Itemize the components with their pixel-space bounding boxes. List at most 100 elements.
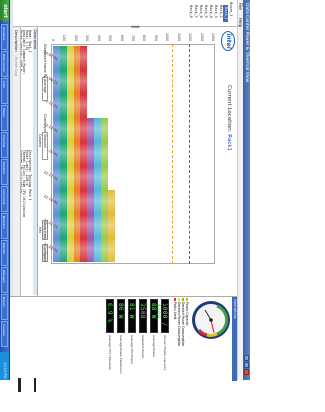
y-tick-label: 1300 — [199, 33, 204, 42]
bar-segment — [87, 238, 95, 262]
bar-segment — [80, 94, 88, 118]
bar-segment — [73, 142, 81, 166]
bar-segment — [101, 118, 108, 142]
taskbar: start 10:24 PM Windows Data Center Intel Po… — [0, 0, 10, 380]
bar-segment — [66, 166, 74, 190]
y-axis-title: Watt — [131, 23, 140, 29]
readout-label: Average CPU Power — [130, 335, 134, 365]
readout-value: 81 W — [128, 303, 135, 319]
sidebar-item[interactable]: Room_1 — [229, 2, 233, 17]
legend-swatch — [186, 298, 188, 301]
minimize-icon[interactable] — [244, 355, 249, 361]
app-window: Data Center Power & Thermal View File He… — [0, 0, 250, 381]
bar-segment — [73, 118, 81, 142]
scroll-marker — [34, 378, 36, 392]
sidebar-item[interactable]: Rack_8 — [189, 5, 193, 18]
bar-segment — [59, 214, 67, 238]
digital-readout: 2588 — [139, 299, 147, 333]
tab-event-log[interactable]: Event Log — [14, 57, 19, 76]
bar-segment — [66, 238, 74, 262]
digital-readout: 6.9 % — [106, 299, 114, 333]
start-button[interactable]: start — [0, 0, 9, 22]
sidebar-item[interactable]: Rack_4 — [209, 5, 213, 18]
digital-readout: 1000 / 4800 — [154, 299, 169, 333]
bar-segment — [59, 118, 67, 142]
chart-type-select[interactable]: Stacked Column — [38, 132, 48, 160]
bar-segment — [80, 190, 88, 214]
bar-segment — [73, 70, 81, 94]
scroll-marker — [18, 378, 21, 392]
bar-segment — [94, 190, 101, 214]
digital-readout: 88 W — [150, 299, 158, 333]
y-tick-label: 500 — [108, 34, 113, 41]
sidebar-item[interactable]: Rack_6 — [199, 5, 203, 18]
chart-type-label: Chart type — [43, 114, 47, 134]
legend-swatch — [182, 298, 184, 301]
gauge-band-yellow — [206, 332, 218, 337]
description-header: Description — [33, 28, 37, 295]
tree-sidebar: Room_1 Rack_1 Rack_2 Rack_3 Rack_4 Rack_5 Rack… — [10, 0, 237, 27]
bar-segment — [66, 94, 74, 118]
tab-description[interactable]: Description — [14, 30, 19, 52]
show-item-info-button[interactable]: Show Item Info — [38, 220, 48, 240]
bar-segment — [59, 190, 67, 214]
bar-segment — [66, 214, 74, 238]
system-tray: 10:24 PM — [0, 352, 9, 380]
taskbar-button[interactable]: Explorer — [1, 159, 8, 185]
y-tick-label: 700 — [131, 34, 135, 41]
y-tick-label: 300 — [85, 34, 90, 41]
gauge-hub — [209, 318, 213, 322]
sidebar-item[interactable]: Rack_2 — [219, 5, 223, 18]
taskbar-button[interactable]: Report — [1, 294, 8, 320]
sidebar-item[interactable]: Rack_5 — [204, 5, 208, 18]
taskbar-button[interactable]: Thermal — [1, 132, 8, 158]
bar-segment — [87, 142, 95, 166]
taskbar-button[interactable]: Network — [1, 213, 8, 239]
taskbar-button[interactable]: Windows — [1, 24, 8, 50]
window-title: Data Center Power & Thermal View — [244, 3, 249, 83]
power-gauge — [192, 301, 230, 339]
readout-label: Average CPU Utilization — [108, 335, 112, 371]
digital-readout: 86 W — [117, 299, 125, 333]
configure-button[interactable]: Configure — [42, 244, 48, 262]
taskbar-button[interactable]: Command — [1, 186, 8, 212]
bar-segment — [80, 118, 88, 142]
y-tick-label: 1400 — [211, 33, 215, 42]
description-panel: Description Name: Rack_1 Rack: 1 (0) Avail… — [19, 27, 38, 296]
reference-line — [189, 44, 191, 264]
close-icon[interactable] — [244, 369, 249, 375]
bar-segment — [59, 142, 67, 166]
status-bar — [10, 0, 13, 296]
y-tick-label: 1000 — [165, 33, 170, 42]
menu-help[interactable]: Help — [238, 17, 243, 28]
bar-segment — [107, 190, 115, 214]
bar-segment — [101, 190, 108, 214]
digital-readout: 81 W — [128, 299, 136, 333]
taskbar-button[interactable]: Data Center — [1, 51, 8, 77]
bar-segment — [94, 214, 101, 238]
taskbar-button[interactable]: Console — [1, 321, 8, 347]
sidebar-item[interactable]: Rack_1 — [223, 5, 228, 22]
sidebar-item[interactable]: Rack_7 — [194, 5, 198, 18]
y-tick-label: 0 — [51, 38, 55, 41]
legend-label: Power Capacity — [185, 302, 189, 326]
taskbar-button[interactable]: Power — [1, 105, 8, 131]
readout-value: 2588 — [139, 303, 146, 319]
sidebar-item[interactable]: Rack_3 — [214, 5, 218, 18]
bar-segment — [73, 238, 81, 262]
bar-segment — [94, 166, 101, 190]
taskbar-button[interactable]: Manager — [1, 267, 8, 293]
taskbar-button[interactable]: Monitor — [1, 240, 8, 266]
menu-file[interactable]: File — [238, 3, 243, 10]
taskbar-button[interactable]: Intel — [1, 78, 8, 104]
bar-segment — [87, 166, 95, 190]
display-type-select[interactable]: Average — [42, 77, 48, 101]
readout-label: Average Power — [152, 335, 156, 358]
readout-label: Average Power Headroom — [119, 335, 123, 374]
maximize-icon[interactable] — [244, 362, 249, 368]
description-tabs: Description Event Log — [13, 27, 21, 296]
bar-segment — [73, 214, 81, 238]
bar-segment — [66, 46, 74, 70]
bar-segment — [59, 238, 67, 262]
